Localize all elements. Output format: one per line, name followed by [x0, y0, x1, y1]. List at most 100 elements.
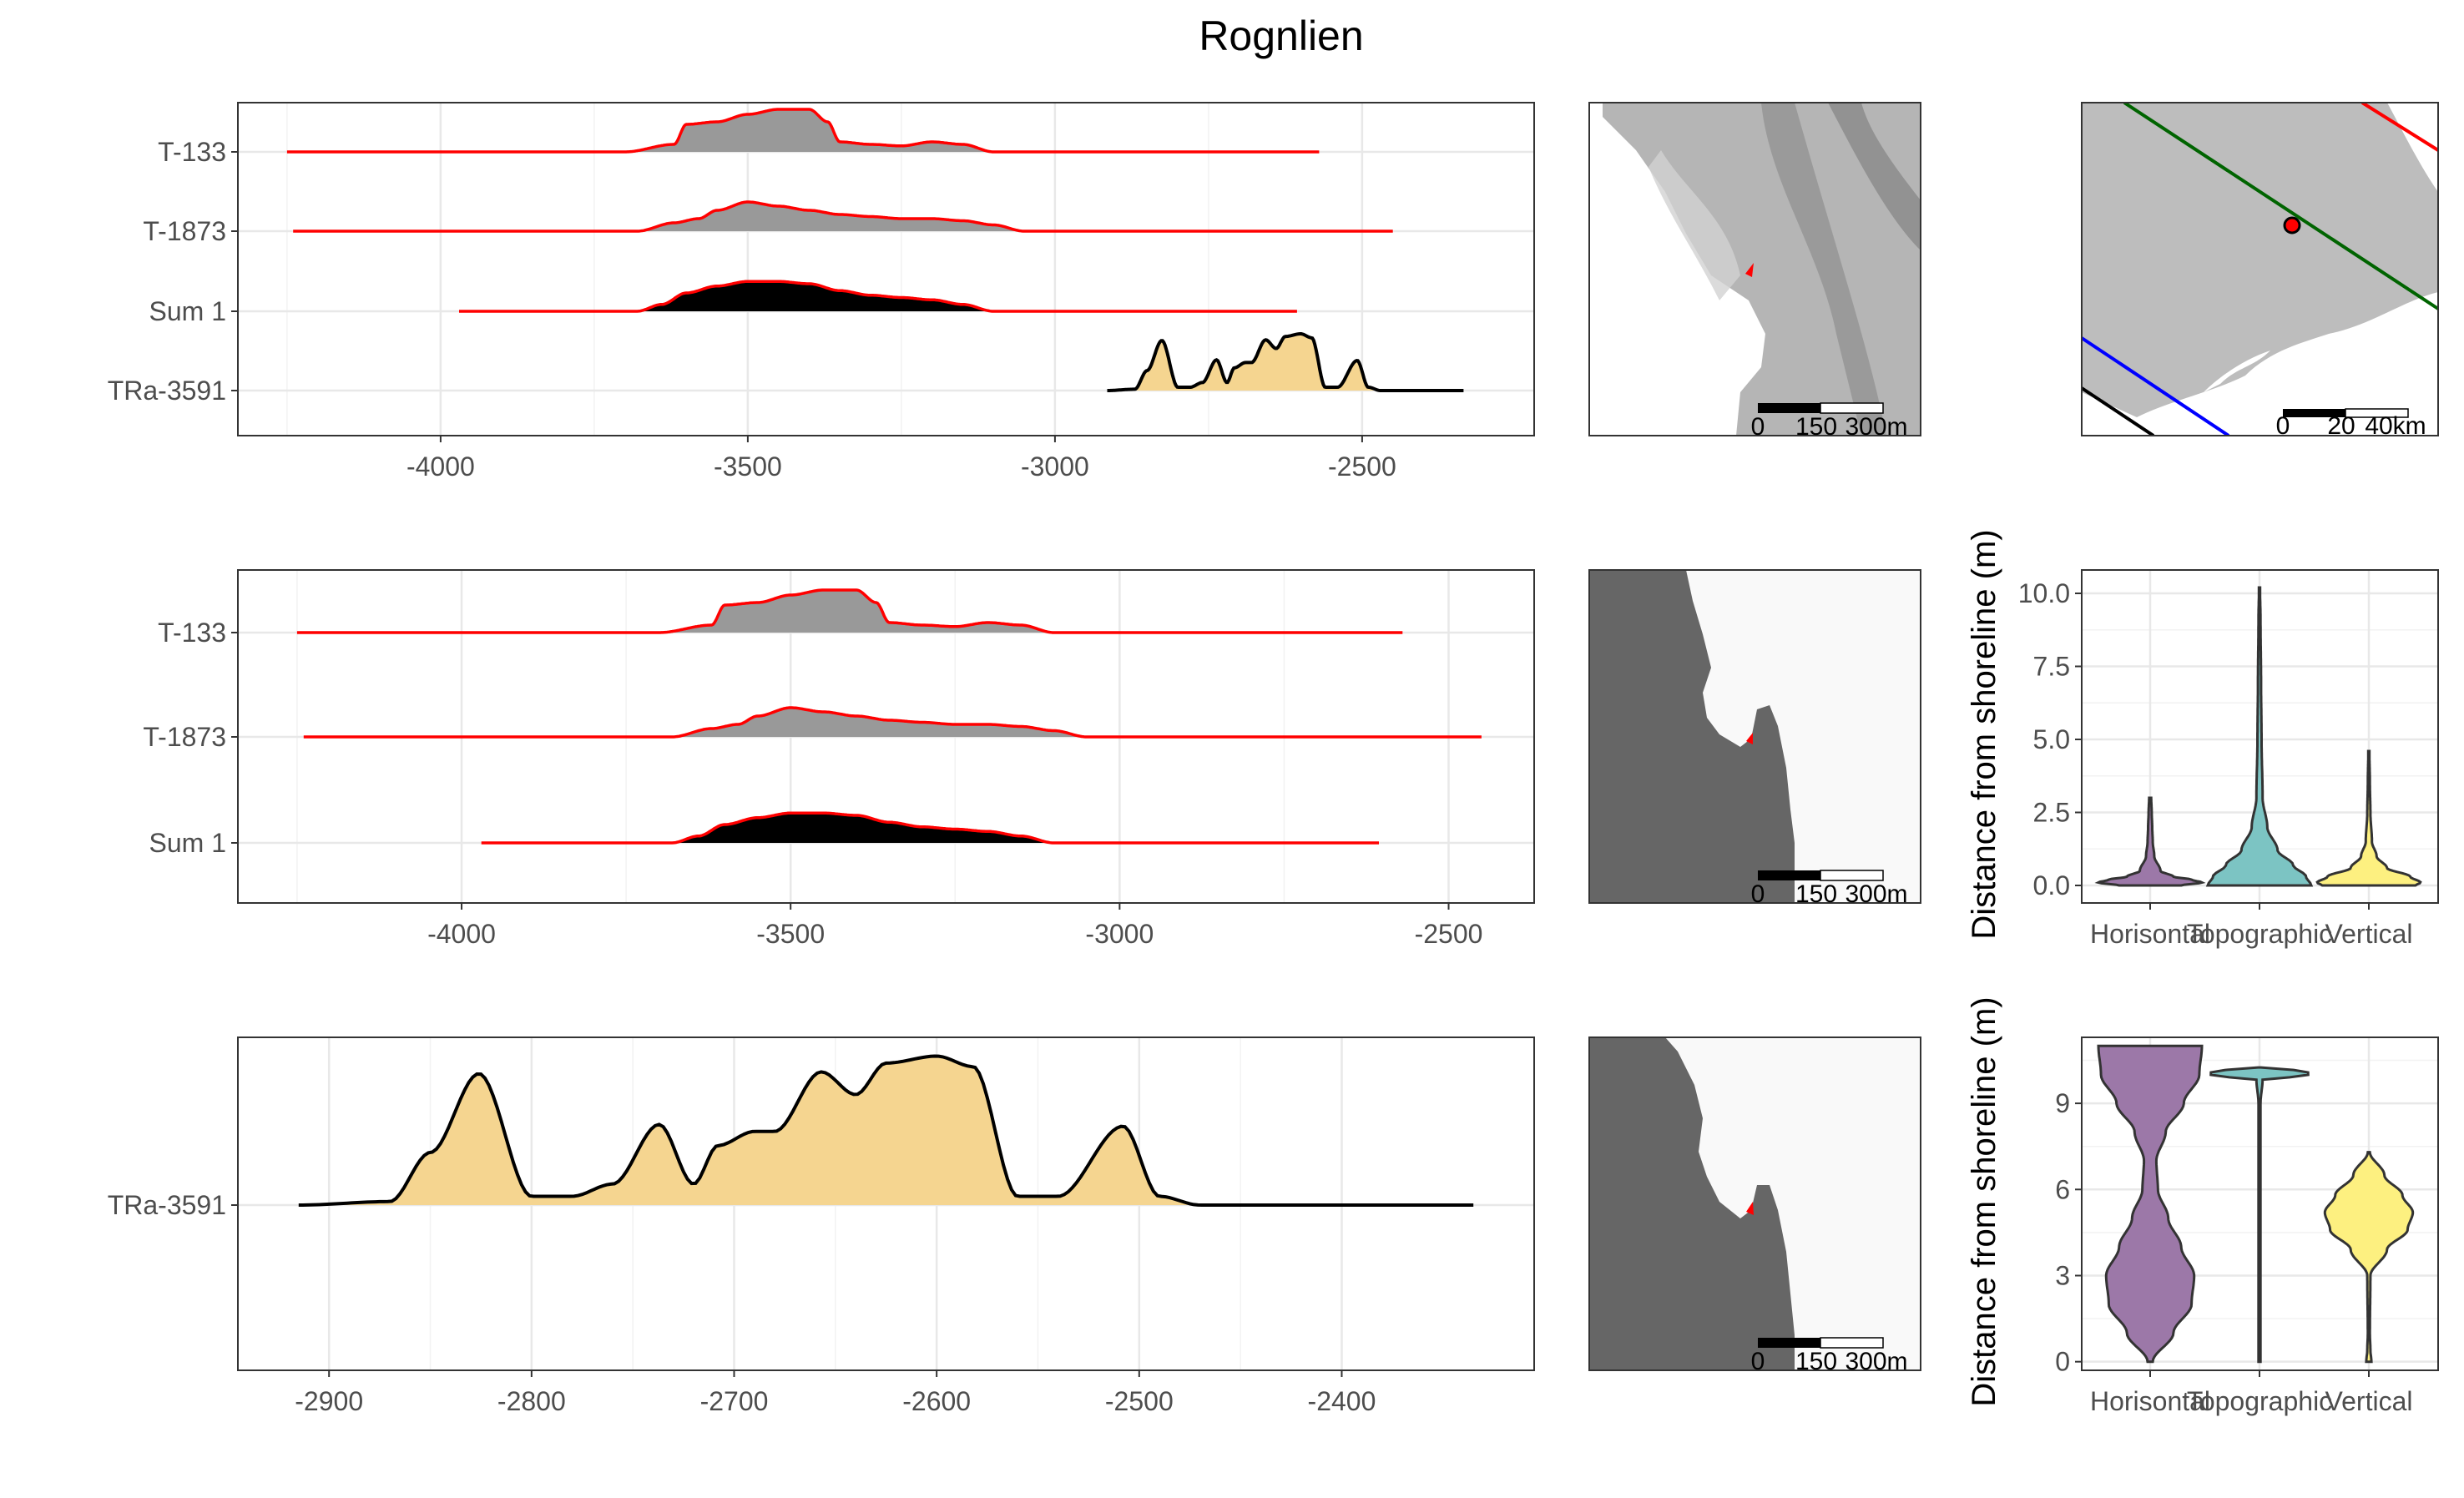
violin-1-ylabel: Distance from shoreline (m): [1966, 529, 2002, 939]
overview-scalebar-0: 0: [2276, 412, 2290, 440]
ridge-line-t-133: [296, 588, 1403, 634]
scalebar-1-150: 150: [1795, 413, 1837, 441]
ridge-xtick-label: -2500: [1415, 919, 1483, 949]
map-hillshade: [1588, 102, 1921, 436]
hillshade-valley: [1828, 103, 1921, 250]
ridge-area-t-133: [659, 590, 1054, 633]
ridge-ytick-label: T-133: [158, 137, 226, 167]
ridge-xtick-label: -2500: [1328, 451, 1396, 482]
violin-panels: 0.02.55.07.510.0HorisontalTopographicVer…: [2018, 569, 2439, 1416]
ridge-ytick-label: TRa-3591: [108, 376, 226, 406]
violin-2-ylabel: Distance from shoreline (m): [1966, 996, 2002, 1406]
ridge-line-sum-1: [481, 811, 1379, 845]
ridge-area-t-133: [624, 109, 994, 152]
ridge-xtick-label: -2800: [497, 1386, 566, 1416]
site-location-dot: [2283, 216, 2301, 235]
violin-ytick-label: 3: [2055, 1260, 2070, 1290]
violin-xtick-label: Topographic: [2187, 1386, 2332, 1416]
violin-ytick-label: 9: [2055, 1088, 2070, 1118]
ridge-area-t-1873: [672, 708, 1087, 737]
ridge-line-sum-1: [459, 280, 1297, 313]
ridge-xtick-label: -3000: [1021, 451, 1089, 482]
violin-vertical: [2323, 1151, 2415, 1364]
ridge-line-t-1873: [293, 200, 1393, 233]
violin-topographic: [2209, 1066, 2310, 1364]
ridge-panel-border: [237, 1036, 1535, 1371]
scalebar-3-0: 0: [1751, 1348, 1765, 1375]
scalebar-2-0: 0: [1751, 880, 1765, 908]
ridge-area-tra-3591: [298, 1056, 1474, 1205]
violin-vertical: [2315, 749, 2422, 887]
coast-2-land: [1589, 1037, 1795, 1370]
violin-ytick-label: 10.0: [2018, 578, 2070, 608]
isobase-black: [2082, 386, 2155, 436]
overview-scalebar-40km: 40km: [2365, 412, 2426, 440]
violin-xtick-label: Vertical: [2325, 919, 2413, 949]
violin-xtick-label: Horisontal: [2090, 1386, 2210, 1416]
ridge-area-sum-1: [637, 281, 994, 311]
ridge-xtick-label: -4000: [406, 451, 475, 482]
hillshade-light: [1649, 150, 1740, 300]
violin-horisontal: [2097, 1044, 2204, 1364]
site-marker: [1745, 263, 1754, 277]
violin-panel-1: 0.0 2.5 5.0 7.5 10.0 HorisontalTopographicVer…: [2018, 569, 2439, 949]
ridge-xtick-label: -2600: [902, 1386, 971, 1416]
ridge-ytick-label: Sum 1: [149, 828, 226, 858]
violin-ytick-label: 2.5: [2033, 798, 2070, 828]
ridge-line-tra-3591: [1107, 332, 1464, 392]
violin-xtick-label: Topographic: [2187, 919, 2332, 949]
hillshade-ridge: [1761, 103, 1886, 436]
ridge-xtick-label: -2900: [295, 1386, 363, 1416]
ridge-area-t-1873: [637, 202, 1025, 231]
violin-ytick-label: 7.5: [2033, 652, 2070, 682]
ridge-panel-2: T-133 T-1873 Sum 1 -4000 -3500 -3000 -2500: [143, 569, 1535, 949]
scalebar-2-300m: 300m: [1845, 880, 1907, 908]
ridge-xtick-label: -2700: [700, 1386, 769, 1416]
violin-ytick-label: 5.0: [2033, 724, 2070, 754]
isobase-blue: [2082, 336, 2230, 436]
ridge-ytick-label: TRa-3591: [108, 1190, 226, 1220]
ridge-ytick-label: T-1873: [143, 216, 226, 246]
ridge-area-sum-1: [672, 813, 1054, 843]
scalebar-3-300m: 300m: [1845, 1348, 1907, 1375]
ridge-xtick-label: -3500: [756, 919, 825, 949]
ridge-xtick-label: -2400: [1308, 1386, 1376, 1416]
ridge-xtick-label: -3500: [714, 451, 782, 482]
ridge-panel-border: [237, 102, 1535, 436]
violin-xtick-label: Horisontal: [2090, 919, 2210, 949]
violin-ytick-label: 0.0: [2033, 870, 2070, 900]
ridge-xtick-label: -2500: [1105, 1386, 1174, 1416]
ridge-ytick-label: T-1873: [143, 722, 226, 752]
ridge-ytick-label: Sum 1: [149, 296, 226, 326]
isobase-red: [2360, 103, 2438, 152]
figure-title: Rognlien: [1199, 13, 1363, 59]
coast-1-site: [1746, 733, 1753, 744]
scalebar-1-0: 0: [1751, 413, 1765, 441]
ridge-line-t-1873: [303, 706, 1482, 739]
ridge-xtick-label: -3000: [1085, 919, 1154, 949]
ridge-line-t-133: [286, 108, 1320, 154]
ridge-panel-1: T-133 T-1873 Sum 1 TRa-3591 -4000 -3500 -3000 -…: [108, 102, 1535, 482]
map-coast-2: [1588, 1036, 1921, 1371]
ridge-panel-3: TRa-3591 -2900 -2800 -2700 -2600 -2500 -2400: [108, 1036, 1535, 1416]
isobase-green: [2123, 103, 2438, 310]
violin-ytick-label: 0: [2055, 1347, 2070, 1377]
violin-topographic: [2205, 586, 2314, 887]
ridge-xtick-label: -4000: [427, 919, 496, 949]
map-scalebars: 0 150 300m 0 150 300m 0 150 300m: [1751, 402, 1908, 1375]
overview-land: [2082, 103, 2438, 417]
scalebar-1-300m: 300m: [1845, 413, 1907, 441]
overview-scalebar-20: 20: [2327, 412, 2355, 440]
map-overview: 0 20 40km: [2081, 102, 2439, 440]
violin-xtick-label: Vertical: [2325, 1386, 2413, 1416]
scalebar-3-150: 150: [1795, 1348, 1837, 1375]
map-coast-1: [1588, 569, 1921, 904]
coast-2-site: [1746, 1202, 1754, 1215]
coast-1-land: [1589, 570, 1795, 903]
scalebar-2-150: 150: [1795, 880, 1837, 908]
ridge-area-tra-3591: [1107, 334, 1464, 391]
ridge-line-tra-3591: [298, 1054, 1474, 1207]
ridge-ytick-label: T-133: [158, 618, 226, 648]
